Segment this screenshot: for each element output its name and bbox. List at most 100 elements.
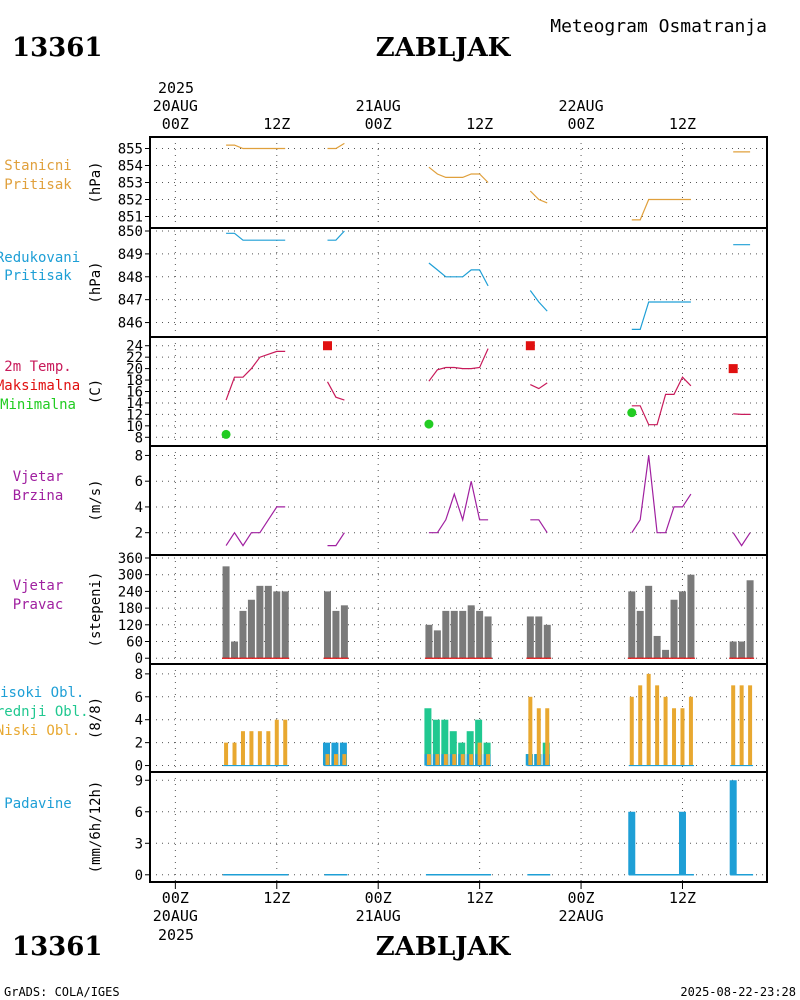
y-tick-label: 10 xyxy=(126,419,143,435)
low-cloud-bar xyxy=(249,731,254,766)
y-tick-label: 300 xyxy=(118,568,143,584)
precip-bar xyxy=(729,780,737,875)
series-line xyxy=(226,144,286,150)
y-tick-label: 60 xyxy=(126,635,143,651)
wind-direction-bar xyxy=(729,641,737,659)
series-line xyxy=(631,455,692,534)
high-cloud-bar xyxy=(322,742,330,766)
y-tick-label: 9 xyxy=(135,773,143,789)
low-cloud-bar xyxy=(283,719,288,766)
station-id-bottom: 13361 xyxy=(12,932,102,962)
y-tick-label: 4 xyxy=(135,713,143,729)
series-line xyxy=(428,166,489,183)
low-cloud-bar xyxy=(266,731,271,766)
low-cloud-bar xyxy=(443,754,448,766)
wind-direction-bar xyxy=(247,599,255,659)
max-temp-marker xyxy=(525,341,535,351)
low-cloud-bar xyxy=(333,754,338,766)
wind-direction-bar xyxy=(340,605,348,659)
panel-label: Brzina xyxy=(13,488,64,504)
panel-label: Visoki Obl. xyxy=(0,685,84,701)
wind-direction-bar xyxy=(332,610,340,659)
y-axis-title: (hPa) xyxy=(88,261,104,303)
y-tick-label: 2 xyxy=(135,736,143,752)
low-cloud-bar xyxy=(739,685,744,766)
mid-cloud-bar xyxy=(449,731,457,766)
panel-label: Redukovani xyxy=(0,250,80,266)
min-temp-marker xyxy=(627,408,637,418)
grads-credit: GrADS: COLA/IGES xyxy=(4,985,120,999)
panel-label: Pritisak xyxy=(4,268,72,284)
series-line xyxy=(529,290,548,312)
wind-direction-bar xyxy=(467,605,475,659)
wind-direction-bar xyxy=(678,591,686,659)
y-tick-label: 360 xyxy=(118,551,143,567)
low-cloud-bar xyxy=(460,754,465,766)
y-tick-label: 0 xyxy=(135,759,143,775)
low-cloud-bar xyxy=(672,708,677,766)
y-tick-label: 0 xyxy=(135,868,143,884)
bottom-time-label: 12Z xyxy=(466,889,493,907)
y-axis-title: (C) xyxy=(88,379,104,404)
panel-label: Pritisak xyxy=(4,177,72,193)
low-cloud-bar xyxy=(486,754,491,766)
bottom-time-label: 00Z xyxy=(568,889,595,907)
y-tick-label: 3 xyxy=(135,836,143,852)
min-temp-marker xyxy=(221,429,231,439)
panel-label: Vjetar xyxy=(13,469,64,485)
y-tick-label: 2 xyxy=(135,526,143,542)
bottom-date-label: 20AUG xyxy=(153,907,198,925)
low-cloud-bar xyxy=(257,731,262,766)
series-line xyxy=(530,382,548,390)
series-line xyxy=(225,350,286,401)
mid-cloud-bar xyxy=(424,708,432,766)
series-line xyxy=(529,190,548,204)
y-axis-title: (8/8) xyxy=(88,697,104,739)
series-line xyxy=(225,506,286,547)
y-tick-label: 8 xyxy=(135,667,143,683)
top-year-label: 2025 xyxy=(158,79,194,97)
low-cloud-bar xyxy=(274,719,279,766)
y-tick-label: 16 xyxy=(126,385,143,401)
low-cloud-bar xyxy=(536,708,541,766)
top-time-label: 00Z xyxy=(162,115,189,133)
max-temp-marker xyxy=(728,364,738,374)
panel-frame xyxy=(149,336,768,447)
y-tick-label: 8 xyxy=(135,448,143,464)
y-tick-label: 22 xyxy=(126,350,143,366)
y-axis-title: (stepeni) xyxy=(88,572,104,648)
low-cloud-bar xyxy=(680,708,685,766)
panel-frame xyxy=(149,227,768,338)
y-tick-label: 180 xyxy=(118,601,143,617)
panel-label: Vjetar xyxy=(13,578,64,594)
bottom-time-label: 00Z xyxy=(162,889,189,907)
y-tick-label: 855 xyxy=(118,142,143,158)
wind-direction-bar xyxy=(231,641,239,659)
series-line xyxy=(530,519,548,534)
y-axis-title: (m/s) xyxy=(88,479,104,521)
series-line xyxy=(226,232,286,241)
low-cloud-bar xyxy=(477,742,482,766)
series-line xyxy=(428,348,489,382)
low-cloud-bar xyxy=(629,696,634,766)
y-tick-label: 849 xyxy=(118,247,143,263)
series-line xyxy=(326,381,345,401)
low-cloud-bar xyxy=(748,685,753,766)
series-line xyxy=(732,532,751,547)
wind-direction-bar xyxy=(535,616,543,659)
y-tick-label: 6 xyxy=(135,805,143,821)
station-id-top: 13361 xyxy=(12,33,102,63)
low-cloud-bar xyxy=(325,754,330,766)
wind-direction-bar xyxy=(450,610,458,659)
top-time-label: 00Z xyxy=(365,115,392,133)
wind-direction-bar xyxy=(222,566,230,659)
high-cloud-bar xyxy=(339,742,347,766)
y-tick-label: 0 xyxy=(135,651,143,667)
wind-direction-bar xyxy=(459,610,467,659)
mid-cloud-bar xyxy=(483,742,491,766)
y-tick-label: 20 xyxy=(126,362,143,378)
wind-direction-bar xyxy=(746,580,754,659)
top-time-label: 00Z xyxy=(568,115,595,133)
panel-label: Srednji Obl. xyxy=(0,704,89,720)
low-cloud-bar xyxy=(435,754,440,766)
